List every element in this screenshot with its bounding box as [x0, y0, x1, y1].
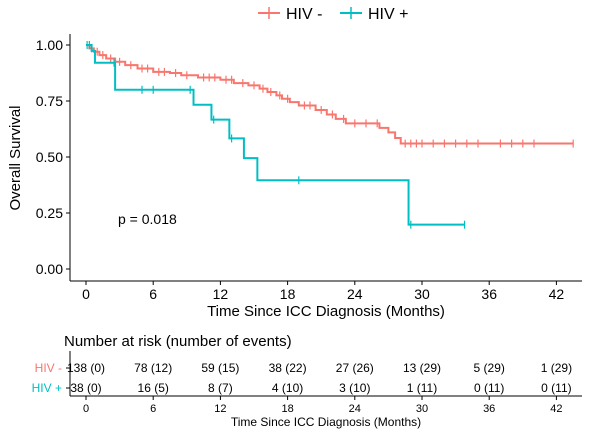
risk-row-label: HIV + — [32, 381, 62, 395]
risk-cell: 59 (15) — [201, 361, 239, 375]
risk-x-tick-label: 36 — [483, 403, 495, 415]
risk-cell: 78 (12) — [134, 361, 172, 375]
legend-item: HIV + — [340, 6, 408, 23]
risk-x-tick-label: 18 — [281, 403, 293, 415]
risk-x-tick-label: 24 — [349, 403, 361, 415]
risk-cell: 1 (29) — [541, 361, 572, 375]
survival-curves — [86, 41, 574, 229]
x-tick-label: 24 — [347, 286, 363, 302]
risk-cell: 5 (29) — [474, 361, 505, 375]
x-tick-label: 18 — [280, 286, 296, 302]
risk-cell: 0 (11) — [541, 381, 571, 395]
risk-cell: 13 (29) — [403, 361, 441, 375]
x-tick-label: 12 — [213, 286, 229, 302]
y-axis-label: Overall Survival — [7, 105, 24, 210]
risk-cell: 0 (11) — [474, 381, 504, 395]
risk-table-title: Number at risk (number of events) — [64, 333, 292, 350]
risk-table: HIV - 138 (0) 78 (12) 59 (15) 38 (22) 27 (26)… — [32, 361, 572, 395]
risk-x-tick-label: 30 — [416, 403, 428, 415]
risk-cell: 3 (10) — [339, 381, 370, 395]
risk-cell: 38 (0) — [70, 381, 101, 395]
risk-row-label: HIV - — [35, 361, 62, 375]
x-tick-label: 36 — [481, 286, 497, 302]
x-axis-label: Time Since ICC Diagnosis (Months) — [207, 303, 445, 320]
risk-x-tick-label: 12 — [214, 403, 226, 415]
risk-x-tick-label: 6 — [150, 403, 156, 415]
risk-table-x-axis: 0 6 12 18 24 30 36 42 — [83, 396, 563, 415]
risk-cell: 4 (10) — [272, 381, 303, 395]
y-tick-label: 0.25 — [36, 205, 63, 221]
p-value-annotation: p = 0.018 — [118, 211, 177, 227]
risk-cell: 8 (7) — [208, 381, 233, 395]
y-tick-label: 1.00 — [36, 37, 63, 53]
risk-x-tick-label: 0 — [83, 403, 89, 415]
risk-x-tick-label: 42 — [550, 403, 562, 415]
x-tick-label: 0 — [82, 286, 90, 302]
legend-label: HIV + — [368, 6, 408, 23]
risk-cell: 27 (26) — [336, 361, 374, 375]
survival-curve — [86, 44, 465, 226]
survival-curve — [86, 44, 574, 145]
x-axis: 0 6 12 18 24 30 36 42 — [82, 281, 564, 302]
y-axis: 0.00 0.25 0.50 0.75 1.00 — [36, 37, 70, 277]
risk-cell: 16 (5) — [138, 381, 169, 395]
y-tick-label: 0.00 — [36, 261, 63, 277]
risk-cell: 1 (11) — [407, 381, 437, 395]
risk-cell: 138 (0) — [67, 361, 105, 375]
risk-table-x-axis-label: Time Since ICC Diagnosis (Months) — [231, 415, 421, 429]
x-tick-label: 6 — [149, 286, 157, 302]
x-tick-label: 42 — [549, 286, 565, 302]
y-tick-label: 0.75 — [36, 93, 63, 109]
legend: HIV - HIV + — [258, 6, 408, 23]
x-tick-label: 30 — [414, 286, 430, 302]
risk-cell: 38 (22) — [269, 361, 307, 375]
legend-item: HIV - — [258, 6, 322, 23]
legend-label: HIV - — [286, 6, 322, 23]
y-tick-label: 0.50 — [36, 149, 63, 165]
